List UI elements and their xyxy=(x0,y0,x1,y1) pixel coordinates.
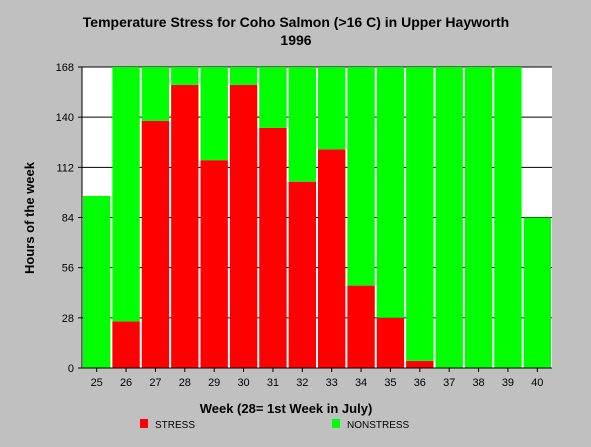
bar-nonstress-week-36 xyxy=(406,67,434,361)
x-tick-label: 38 xyxy=(472,377,484,389)
bar-nonstress-week-35 xyxy=(376,67,405,318)
y-tick-label: 56 xyxy=(62,263,74,275)
chart-subtitle: 1996 xyxy=(280,32,311,48)
x-tick-label: 27 xyxy=(149,377,161,389)
x-tick-label: 25 xyxy=(91,377,103,389)
bar-stress-week-36 xyxy=(406,360,434,368)
bar-nonstress-week-32 xyxy=(288,67,316,182)
bar-stress-week-30 xyxy=(229,84,258,369)
bar-nonstress-week-37 xyxy=(435,67,463,368)
bar-nonstress-week-26 xyxy=(112,67,140,322)
y-axis-title: Hours of the week xyxy=(22,161,37,274)
chart-title: Temperature Stress for Coho Salmon (>16 … xyxy=(83,14,509,30)
x-tick-label: 29 xyxy=(208,377,220,389)
y-tick-label: 0 xyxy=(68,363,74,375)
legend-swatch-stress xyxy=(140,419,148,428)
x-tick-label: 30 xyxy=(237,377,249,389)
x-tick-label: 37 xyxy=(443,377,455,389)
x-tick-label: 26 xyxy=(120,377,132,389)
bar-nonstress-week-39 xyxy=(494,67,522,368)
legend-label-stress: STRESS xyxy=(155,420,195,431)
bar-nonstress-week-31 xyxy=(259,67,287,128)
y-axis-ticks: 0 28 56 84 112 140 168 xyxy=(56,62,82,375)
legend-label-nonstress: NONSTRESS xyxy=(347,420,410,431)
bar-nonstress-week-29 xyxy=(200,67,228,161)
x-tick-label: 31 xyxy=(267,377,279,389)
x-tick-label: 35 xyxy=(384,377,396,389)
bar-nonstress-week-27 xyxy=(141,67,170,121)
legend-swatch-nonstress xyxy=(332,419,340,428)
bar-nonstress-week-30 xyxy=(229,67,258,85)
bar-stress-week-26 xyxy=(112,321,140,368)
x-axis-ticks: 25 26 27 28 29 30 31 32 33 34 35 36 37 38 39 40 xyxy=(91,368,543,389)
bars xyxy=(83,67,551,369)
x-tick-label: 39 xyxy=(502,377,514,389)
bar-stress-week-28 xyxy=(171,84,199,369)
y-tick-label: 168 xyxy=(56,62,74,74)
bar-nonstress-week-25 xyxy=(83,196,111,368)
bar-stress-week-31 xyxy=(259,127,287,369)
x-tick-label: 34 xyxy=(355,377,367,389)
bar-stress-week-33 xyxy=(318,149,346,368)
y-tick-label: 28 xyxy=(62,313,74,325)
bar-nonstress-week-33 xyxy=(318,67,346,150)
y-tick-label: 112 xyxy=(56,162,74,174)
x-tick-label: 36 xyxy=(414,377,426,389)
bar-nonstress-week-38 xyxy=(464,67,493,368)
x-tick-label: 40 xyxy=(531,377,543,389)
bar-stress-week-29 xyxy=(200,160,228,368)
y-tick-label: 140 xyxy=(56,112,74,124)
bar-stress-week-34 xyxy=(347,285,375,368)
bar-nonstress-week-34 xyxy=(347,67,375,286)
bar-nonstress-week-28 xyxy=(171,67,199,85)
bar-stress-week-32 xyxy=(288,181,316,368)
bar-stress-week-27 xyxy=(141,120,170,368)
x-tick-label: 28 xyxy=(179,377,191,389)
bar-stress-week-35 xyxy=(376,317,405,368)
legend: STRESS NONSTRESS xyxy=(140,419,410,431)
x-tick-label: 32 xyxy=(296,377,308,389)
y-tick-label: 84 xyxy=(62,213,74,225)
x-axis-title: Week (28= 1st Week in July) xyxy=(200,401,373,416)
bar-nonstress-week-40 xyxy=(523,217,551,368)
x-tick-label: 33 xyxy=(326,377,338,389)
